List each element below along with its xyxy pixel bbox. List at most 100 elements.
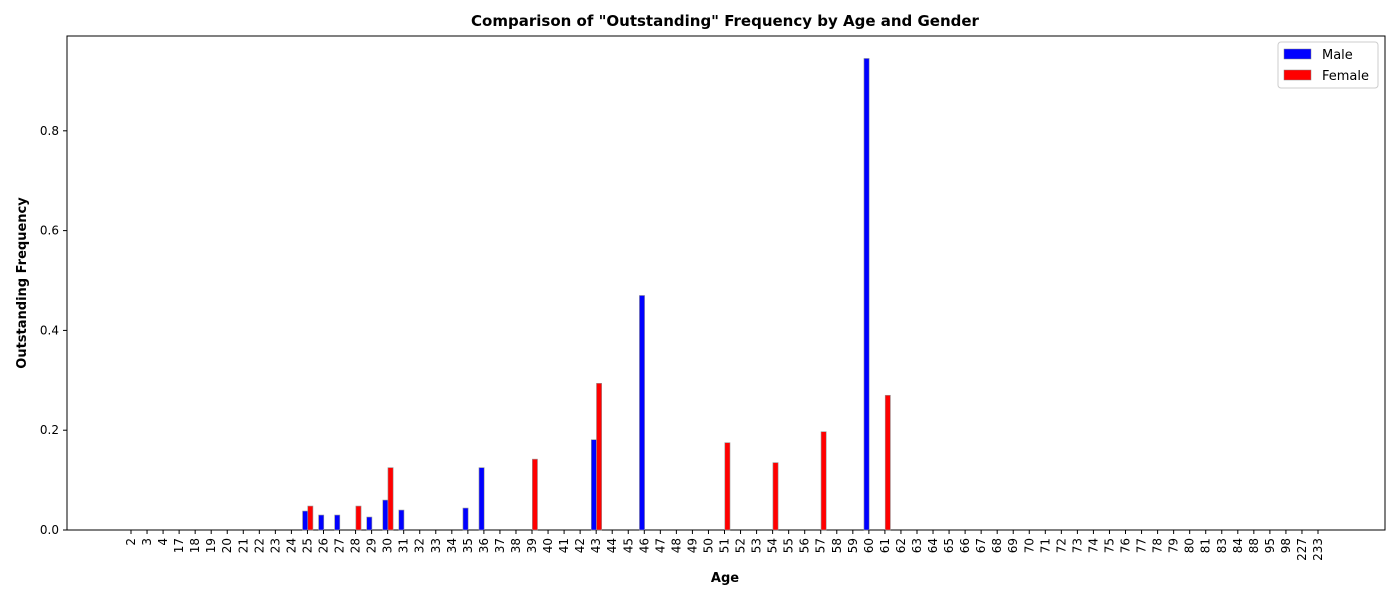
x-tick-label: 76: [1119, 538, 1133, 553]
x-tick-label: 233: [1311, 538, 1325, 561]
legend-swatch-female: [1283, 69, 1312, 81]
bar-male-29: [366, 516, 373, 531]
bar-male-43: [590, 439, 597, 531]
x-tick-label: 41: [557, 538, 571, 553]
x-tick-label: 71: [1038, 538, 1052, 553]
x-tick-label: 32: [413, 538, 427, 553]
x-tick-label: 52: [734, 538, 748, 553]
x-axis: 2 3 4 17 18 19 20 21 22 23 24 25 26 27 28 29 30 31 32 33 34 3…: [124, 530, 1325, 561]
x-tick-label: 38: [509, 538, 523, 553]
x-tick-label: 78: [1151, 538, 1165, 553]
x-tick-label: 22: [252, 538, 266, 553]
x-tick-label: 3: [140, 538, 154, 546]
x-tick-label: 66: [958, 538, 972, 553]
x-tick-label: 61: [878, 538, 892, 553]
x-tick-label: 25: [300, 538, 314, 553]
x-tick-label: 26: [316, 538, 330, 553]
bar-male-30: [382, 499, 389, 531]
x-tick-label: 45: [621, 538, 635, 553]
bar-male-46: [639, 295, 645, 531]
x-tick-label: 23: [268, 538, 282, 553]
x-tick-label: 31: [397, 538, 411, 553]
bar-female-25: [307, 505, 314, 531]
x-tick-label: 33: [429, 538, 443, 553]
x-tick-label: 74: [1086, 538, 1100, 553]
y-tick-label: 0.4: [40, 323, 59, 337]
y-tick-label: 0.0: [40, 523, 59, 537]
bar-male-36: [478, 467, 485, 531]
x-tick-label: 35: [461, 538, 475, 553]
x-tick-label: 40: [541, 538, 555, 553]
x-tick-label: 21: [236, 538, 250, 553]
x-tick-label: 29: [365, 538, 379, 553]
bar-male-35: [462, 507, 469, 531]
x-tick-label: 69: [1006, 538, 1020, 553]
bar-female-61: [884, 394, 891, 531]
x-tick-label: 59: [846, 538, 860, 553]
x-tick-label: 24: [284, 538, 298, 553]
y-tick-label: 0.6: [40, 224, 59, 238]
x-tick-label: 50: [701, 538, 715, 553]
x-tick-label: 39: [525, 538, 539, 553]
x-tick-label: 73: [1070, 538, 1084, 553]
legend-label-female: Female: [1322, 69, 1369, 84]
y-tick-label: 0.2: [40, 423, 59, 437]
x-tick-label: 227: [1295, 538, 1309, 561]
x-tick-label: 64: [926, 538, 940, 553]
x-tick-label: 53: [750, 538, 764, 553]
bar-female-54: [772, 462, 779, 531]
x-tick-label: 98: [1279, 538, 1293, 553]
x-tick-label: 79: [1167, 538, 1181, 553]
x-tick-label: 67: [974, 538, 988, 553]
y-axis: 0.0 0.2 0.4 0.6 0.8: [40, 124, 67, 537]
bar-female-43: [596, 382, 602, 531]
x-tick-label: 17: [172, 538, 186, 553]
x-tick-label: 4: [156, 538, 170, 546]
bar-female-39: [532, 458, 538, 531]
bar-female-57: [820, 431, 827, 531]
x-tick-label: 75: [1102, 538, 1116, 553]
y-tick-label: 0.8: [40, 124, 59, 138]
legend: Male Female: [1277, 41, 1379, 89]
x-tick-label: 72: [1054, 538, 1068, 553]
x-tick-label: 27: [333, 538, 347, 553]
x-tick-label: 84: [1231, 538, 1245, 553]
legend-label-male: Male: [1322, 48, 1353, 63]
x-tick-label: 80: [1183, 538, 1197, 553]
x-tick-label: 48: [669, 538, 683, 553]
x-tick-label: 58: [830, 538, 844, 553]
x-tick-label: 43: [589, 538, 603, 553]
x-tick-label: 62: [894, 538, 908, 553]
bar-male-60: [863, 58, 870, 531]
x-tick-label: 20: [220, 538, 234, 553]
x-tick-label: 81: [1199, 538, 1213, 553]
bar-male-26: [318, 514, 325, 531]
x-tick-label: 83: [1215, 538, 1229, 553]
x-tick-label: 54: [766, 538, 780, 553]
x-tick-label: 44: [605, 538, 619, 553]
x-tick-label: 30: [381, 538, 395, 553]
x-tick-label: 68: [990, 538, 1004, 553]
bar-female-28: [355, 505, 362, 531]
x-tick-label: 60: [862, 538, 876, 553]
bars-group: [302, 58, 891, 531]
x-tick-label: 56: [798, 538, 812, 553]
legend-swatch-male: [1283, 48, 1312, 60]
x-tick-label: 19: [204, 538, 218, 553]
x-tick-label: 47: [653, 538, 667, 553]
x-tick-label: 57: [814, 538, 828, 553]
x-tick-label: 42: [573, 538, 587, 553]
x-tick-label: 36: [477, 538, 491, 553]
y-axis-label: Outstanding Frequency: [15, 197, 30, 369]
bar-male-25: [302, 510, 309, 531]
x-tick-label: 77: [1135, 538, 1149, 553]
x-tick-label: 51: [718, 538, 732, 553]
x-tick-label: 70: [1022, 538, 1036, 553]
bar-male-27: [334, 514, 341, 531]
x-tick-label: 28: [349, 538, 363, 553]
bar-male-31: [398, 509, 405, 531]
x-tick-label: 88: [1247, 538, 1261, 553]
x-tick-label: 95: [1263, 538, 1277, 553]
x-tick-label: 55: [782, 538, 796, 553]
